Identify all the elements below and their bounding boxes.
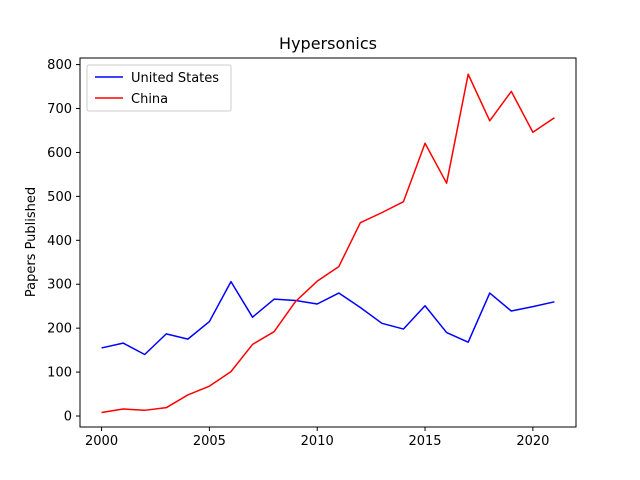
x-tick-label: 2000 (85, 434, 118, 449)
x-tick-label: 2020 (516, 434, 549, 449)
y-tick-label: 700 (47, 102, 72, 117)
x-tick-label: 2010 (301, 434, 334, 449)
y-axis-label: Papers Published (24, 187, 39, 297)
y-tick-label: 400 (47, 234, 72, 249)
series-line-china (101, 73, 555, 414)
y-tick-label: 600 (47, 146, 72, 161)
chart-title: Hypersonics (279, 34, 377, 53)
legend-entry-label: China (131, 92, 168, 107)
axes-frame (79, 57, 577, 428)
y-tick-label: 800 (47, 58, 72, 73)
x-tick-label: 2005 (193, 434, 226, 449)
y-tick-label: 100 (47, 366, 72, 381)
legend-entry-label: United States (131, 71, 219, 86)
y-tick-label: 500 (47, 190, 72, 205)
y-tick-label: 0 (64, 410, 72, 425)
x-tick-label: 2015 (408, 434, 441, 449)
plot-area: 2000 2005 2010 2015 2020 0 100 200 300 400 500 600 7… (47, 57, 577, 449)
series-line-united-states (101, 280, 555, 356)
y-tick-label: 200 (47, 322, 72, 337)
y-tick-label: 300 (47, 278, 72, 293)
